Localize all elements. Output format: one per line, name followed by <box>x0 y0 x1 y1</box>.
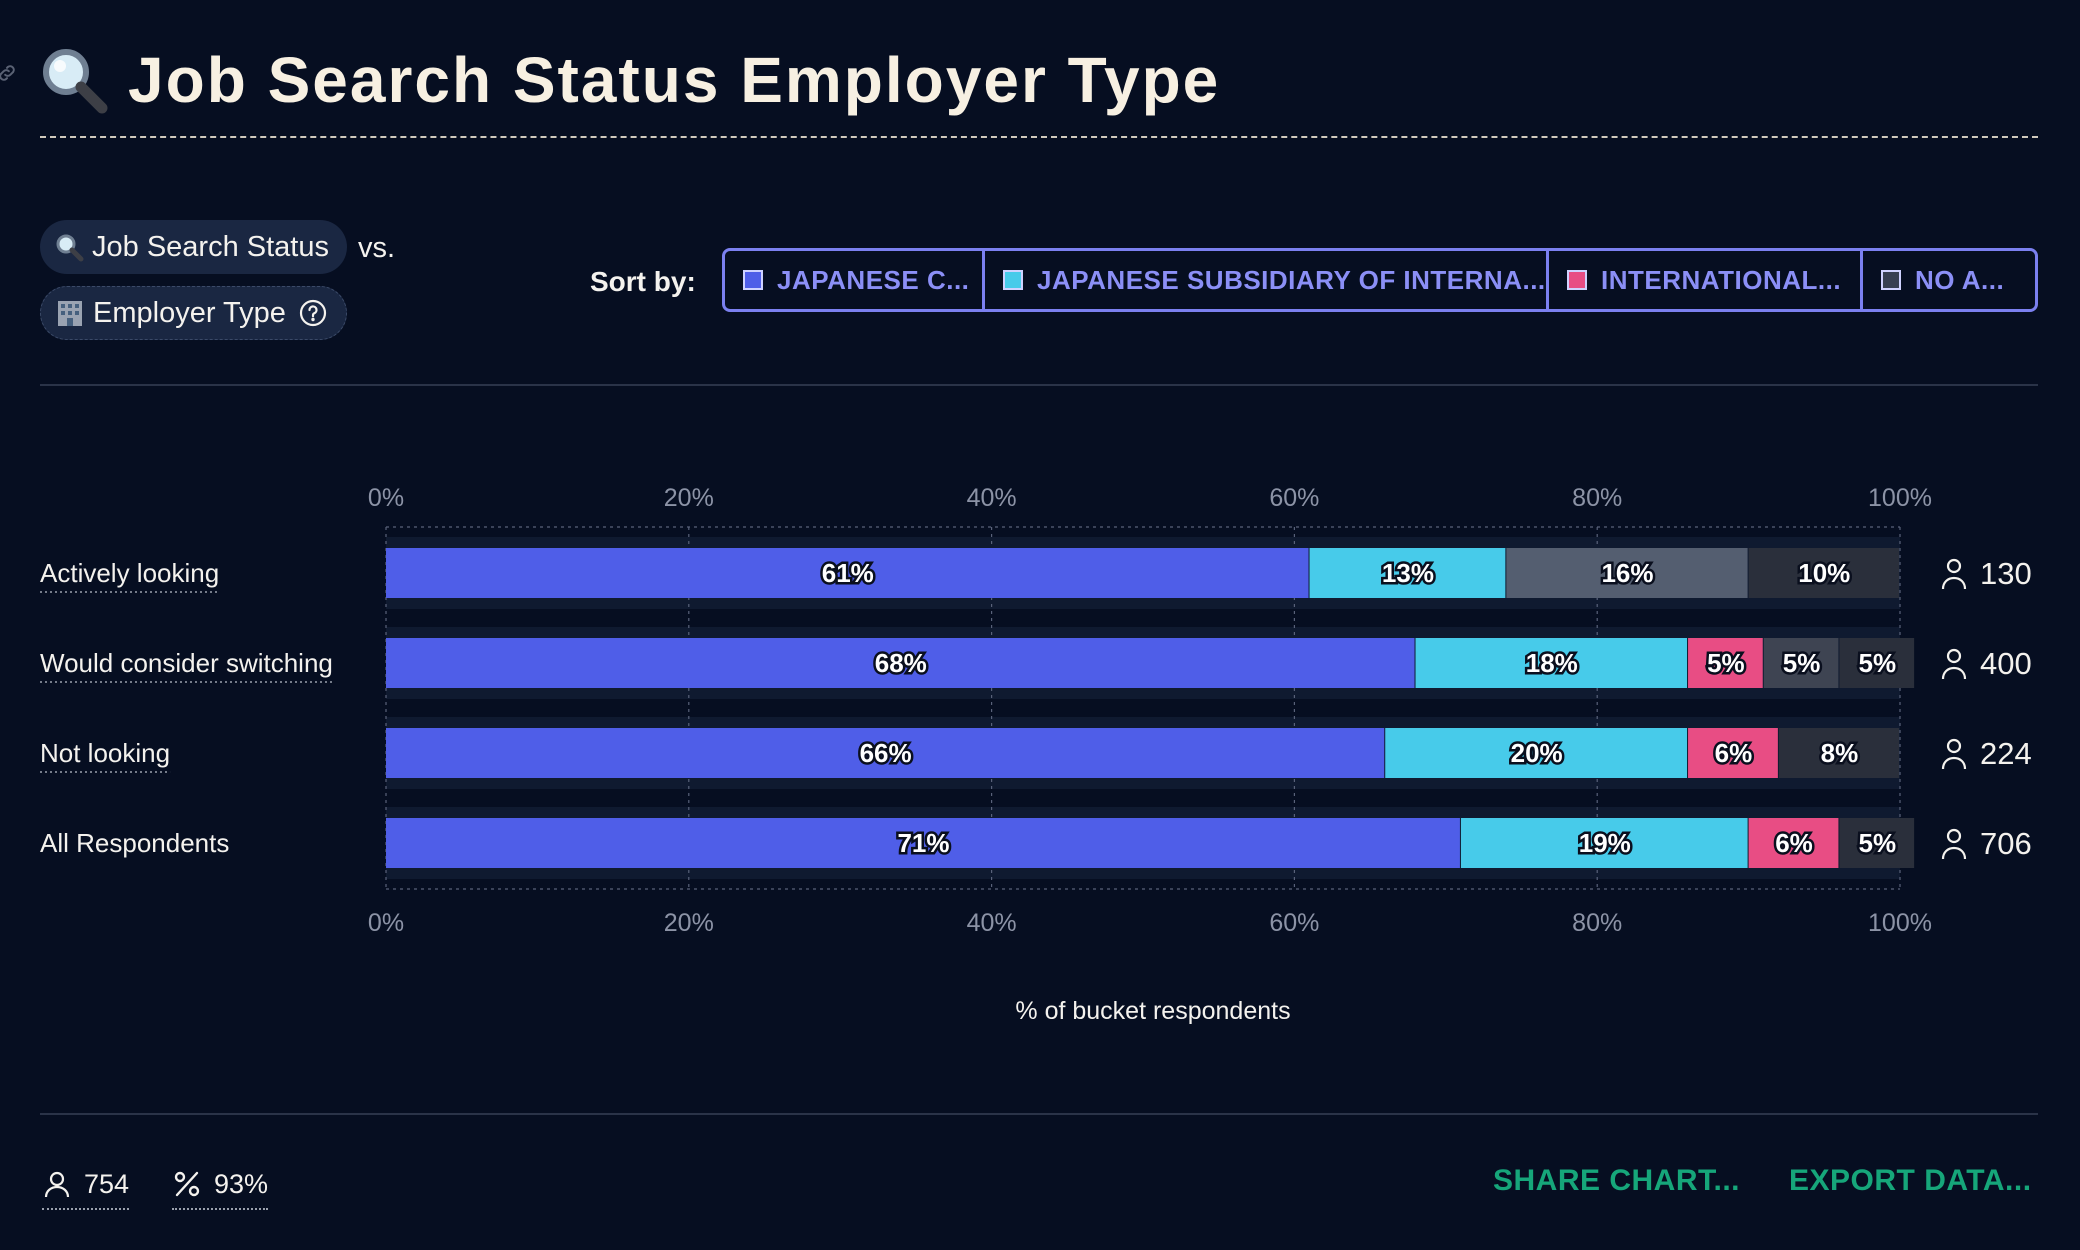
sort-option-japanese-company[interactable]: JAPANESE C... <box>725 251 985 309</box>
sort-option-japanese-subsidiary[interactable]: JAPANESE SUBSIDIARY OF INTERNA... <box>985 251 1549 309</box>
legend-swatch <box>1567 270 1587 290</box>
row-count-label: 706 <box>1980 826 2032 861</box>
stacked-bar-chart: 0% 0% 20% 20% 40% 40% 60% 60% 80% 80% 100% 100% 61% 1… <box>40 484 2032 937</box>
sort-option-label: JAPANESE C... <box>777 264 970 295</box>
bar-segment <box>1460 818 1748 868</box>
x-tick-label-top: 100% <box>1868 484 1932 512</box>
bar-segment-label: 5% <box>1859 828 1897 858</box>
bar-segment <box>386 548 1309 598</box>
x-tick-label-bottom: 100% <box>1868 909 1932 937</box>
bar-segment-label: 61% <box>822 558 874 588</box>
sort-option-label: NO A... <box>1915 264 2005 295</box>
row-label: Would consider switching <box>40 648 333 678</box>
bar-segment <box>386 728 1385 778</box>
bar-segment-label: 8% <box>1821 738 1859 768</box>
bar-segment-label: 68% <box>875 648 927 678</box>
sort-option-label: JAPANESE SUBSIDIARY OF INTERNA... <box>1037 264 1546 295</box>
x-tick-label-top: 40% <box>967 484 1017 512</box>
percent-icon <box>174 1171 200 1197</box>
title-row: Job Search Status Employer Type <box>38 40 1220 120</box>
bar-segment <box>1748 818 1839 868</box>
x-axis-label: % of bucket respondents <box>1015 997 1291 1025</box>
respondent-count[interactable]: 754 <box>42 1164 130 1210</box>
bar-segment-label: 5% <box>1783 648 1821 678</box>
bar-segment-label: 66% <box>860 738 912 768</box>
title-divider <box>40 136 2038 138</box>
bar-segment-label: 6% <box>1715 738 1753 768</box>
x-tick-label-top: 0% <box>368 484 404 512</box>
row-count-label: 400 <box>1980 646 2032 681</box>
row-label: All Respondents <box>40 828 229 858</box>
x-tick-label-top: 80% <box>1572 484 1622 512</box>
vs-label: vs. <box>358 232 396 264</box>
row-count-label: 224 <box>1980 736 2032 771</box>
person-icon <box>44 1171 70 1198</box>
person-icon <box>1941 738 1967 770</box>
bar-segment <box>1688 728 1778 778</box>
bar-segment-label: 5% <box>1707 648 1745 678</box>
bar-segment-label: 13% <box>1382 558 1434 588</box>
sort-option-international[interactable]: INTERNATIONAL... <box>1549 251 1863 309</box>
person-icon <box>1941 648 1967 680</box>
row-variable-pill[interactable]: Job Search Status <box>40 220 347 274</box>
bar-segment <box>1839 818 1915 868</box>
sort-option-label: INTERNATIONAL... <box>1601 264 1842 295</box>
share-chart-button[interactable]: SHARE CHART... <box>1493 1164 1741 1197</box>
bar-segment <box>1748 548 1899 598</box>
bar-segment <box>1839 638 1915 688</box>
help-circle-icon[interactable] <box>298 298 328 328</box>
legend-swatch <box>1003 270 1023 290</box>
sort-by-label: Sort by: <box>590 266 696 297</box>
bar-segment <box>1763 638 1839 688</box>
x-tick-label-bottom: 40% <box>967 909 1017 937</box>
bar-segment <box>1385 728 1688 778</box>
bar-segment-label: 5% <box>1859 648 1897 678</box>
office-building-icon <box>58 301 82 326</box>
column-variable-pill[interactable]: Employer Type <box>40 286 347 340</box>
header-divider <box>40 384 2038 386</box>
sort-button-group: JAPANESE C... JAPANESE SUBSIDIARY OF INT… <box>722 248 2038 312</box>
row-label: Actively looking <box>40 558 219 588</box>
response-rate[interactable]: 93% <box>172 1164 269 1210</box>
legend-swatch <box>1881 270 1901 290</box>
x-tick-label-top: 20% <box>664 484 714 512</box>
x-tick-label-bottom: 80% <box>1572 909 1622 937</box>
row-variable-label: Job Search Status <box>92 230 329 263</box>
x-tick-label-bottom: 0% <box>368 909 404 937</box>
export-data-button[interactable]: EXPORT DATA... <box>1789 1164 2032 1197</box>
bar-segment-label: 16% <box>1601 558 1653 588</box>
person-icon <box>1941 558 1967 590</box>
x-tick-label-top: 60% <box>1269 484 1319 512</box>
bar-segment <box>1309 548 1506 598</box>
bar-segment-label: 20% <box>1511 738 1563 768</box>
footer-divider <box>40 1113 2038 1115</box>
column-variable-label: Employer Type <box>93 296 286 329</box>
person-icon <box>1941 828 1967 860</box>
bar-segment <box>1778 728 1899 778</box>
x-tick-label-bottom: 60% <box>1269 909 1319 937</box>
row-count-label: 130 <box>1980 556 2032 591</box>
bar-segment-label: 19% <box>1579 828 1631 858</box>
page-title: Job Search Status Employer Type <box>128 44 1221 116</box>
x-tick-label-bottom: 20% <box>664 909 714 937</box>
row-label: Not looking <box>40 738 170 768</box>
magnifying-glass-icon <box>56 234 84 262</box>
bar-segment <box>1688 638 1763 688</box>
legend-swatch <box>743 270 763 290</box>
bar-segment-label: 6% <box>1775 828 1813 858</box>
bar-segment-label: 18% <box>1526 648 1578 678</box>
response-rate-value: 93% <box>214 1168 269 1199</box>
respondent-count-value: 754 <box>84 1168 130 1199</box>
bar-segment <box>386 818 1460 868</box>
bar-segment <box>386 638 1415 688</box>
bar-segment <box>1415 638 1688 688</box>
magnifying-glass-icon <box>43 49 108 114</box>
link-icon[interactable] <box>0 62 18 84</box>
sort-option-no-answer[interactable]: NO A... <box>1863 251 2035 309</box>
bar-segment-label: 10% <box>1798 558 1850 588</box>
bar-segment-label: 71% <box>897 828 949 858</box>
bar-segment <box>1506 548 1748 598</box>
